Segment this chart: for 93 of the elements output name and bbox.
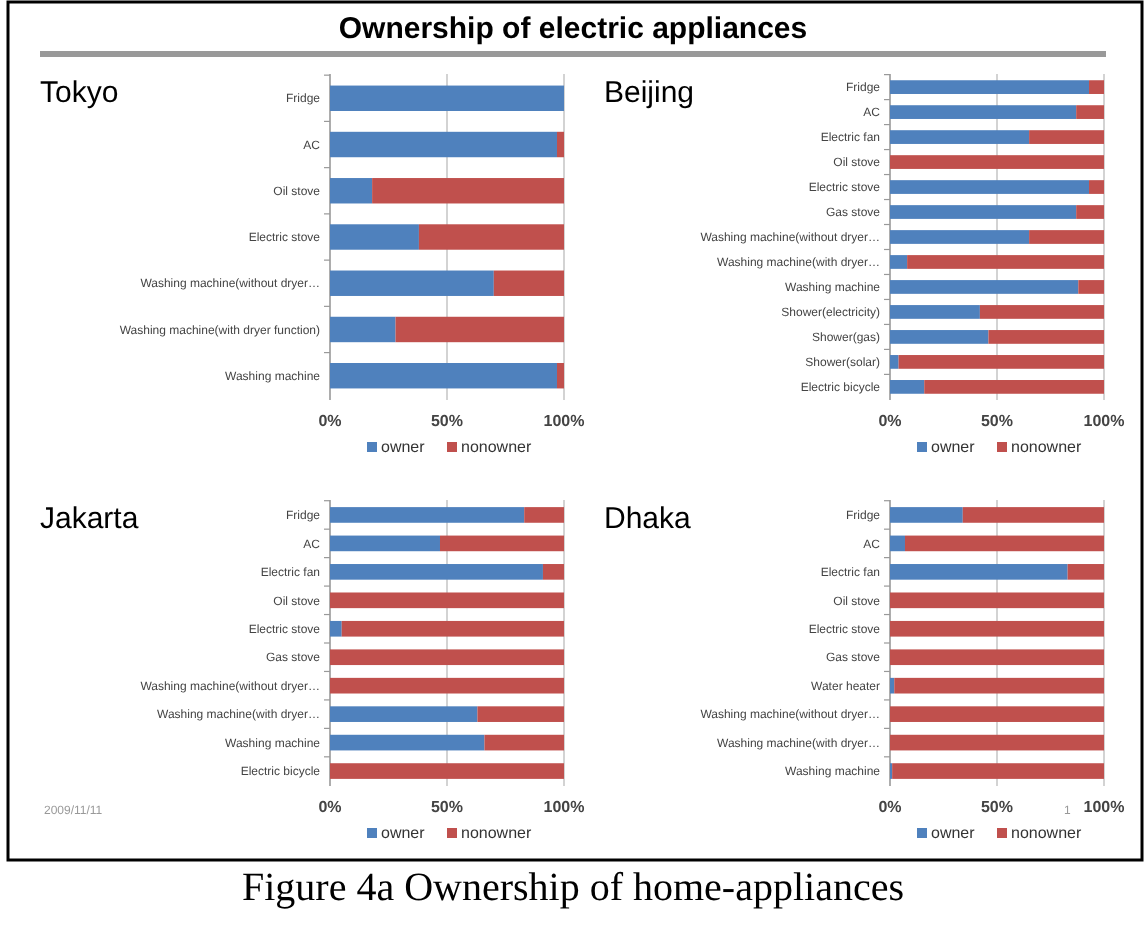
bar <box>1067 564 1104 580</box>
bar <box>330 677 564 694</box>
bar <box>890 205 1077 219</box>
bar <box>890 280 1079 294</box>
x-tick-label: 100% <box>1083 412 1125 430</box>
bar <box>372 178 564 204</box>
bar <box>904 535 1104 552</box>
bar <box>330 224 419 250</box>
bar <box>924 380 1104 394</box>
bar <box>1089 80 1104 94</box>
bar <box>330 592 564 609</box>
bar <box>330 178 373 204</box>
bar <box>1029 230 1104 244</box>
legend-label: owner <box>931 824 976 842</box>
bar <box>894 677 1104 694</box>
bar <box>890 330 989 344</box>
caption: Figure 4a Ownership of home-appliances <box>241 866 905 910</box>
bar <box>330 734 485 751</box>
bar <box>890 155 1104 169</box>
x-tick-label: 50% <box>980 412 1014 430</box>
legend-label: owner <box>931 438 976 456</box>
bar <box>477 706 564 722</box>
bar <box>330 507 525 523</box>
bar <box>890 507 963 523</box>
x-tick-label: 0% <box>318 412 342 430</box>
bar <box>1076 205 1104 219</box>
bar <box>890 649 1104 666</box>
bar <box>1089 180 1104 194</box>
bar <box>979 305 1104 319</box>
legend-label: owner <box>381 438 426 456</box>
bar <box>907 255 1104 269</box>
bar <box>890 380 925 394</box>
bar <box>890 180 1090 194</box>
bar <box>556 131 564 158</box>
bar <box>330 85 564 111</box>
x-tick-label: 100% <box>543 412 585 430</box>
bar <box>890 255 908 269</box>
bar <box>330 564 543 580</box>
bar <box>892 763 1104 779</box>
x-tick-label: 100% <box>1083 798 1125 816</box>
x-tick-label: 50% <box>430 798 464 816</box>
bar <box>890 305 980 319</box>
bar <box>890 620 1104 637</box>
text: Tokyo <box>40 76 119 110</box>
bar <box>898 355 1104 369</box>
legend-label: nonowner <box>1011 824 1082 842</box>
legend-label: nonowner <box>461 824 532 842</box>
x-tick-label: 50% <box>980 798 1014 816</box>
bar <box>439 535 564 552</box>
legend-label: owner <box>381 824 426 842</box>
bar <box>524 507 564 523</box>
bar <box>542 564 564 580</box>
x-tick-label: 50% <box>430 412 464 430</box>
bar <box>418 224 564 250</box>
bar <box>330 706 478 722</box>
text: Ownership of electric appliances <box>338 12 808 46</box>
bar <box>556 363 564 389</box>
legend-label: nonowner <box>1011 438 1082 456</box>
bar <box>493 270 564 296</box>
bar <box>330 763 564 779</box>
bar <box>890 355 899 369</box>
bar <box>890 592 1104 609</box>
bar <box>890 564 1068 580</box>
bar <box>890 734 1104 751</box>
text: Beijing <box>604 76 695 110</box>
bar <box>330 649 564 666</box>
bar <box>330 270 494 296</box>
text: Jakarta <box>40 502 140 536</box>
bar <box>890 130 1030 144</box>
bar <box>890 80 1090 94</box>
bar <box>890 706 1104 722</box>
x-tick-label: 0% <box>878 412 902 430</box>
x-tick-label: 100% <box>543 798 585 816</box>
bar <box>962 507 1104 523</box>
text: Dhaka <box>604 502 693 536</box>
bar <box>890 230 1030 244</box>
x-tick-label: 0% <box>318 798 342 816</box>
bar <box>484 734 564 751</box>
bar <box>341 620 564 637</box>
bar <box>1029 130 1104 144</box>
bar <box>330 363 557 389</box>
bar <box>1076 105 1104 119</box>
bar <box>890 535 905 552</box>
bar <box>395 316 564 343</box>
bar <box>330 535 440 552</box>
bar <box>890 105 1077 119</box>
bar <box>1078 280 1104 294</box>
bar <box>330 131 557 158</box>
x-tick-label: 0% <box>878 798 902 816</box>
bar <box>330 316 396 343</box>
legend-label: nonowner <box>461 438 532 456</box>
bar <box>988 330 1104 344</box>
bar <box>330 620 342 637</box>
